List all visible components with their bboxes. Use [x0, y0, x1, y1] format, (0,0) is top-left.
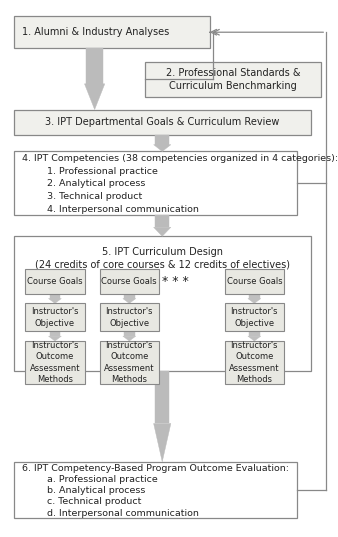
Polygon shape: [249, 294, 260, 299]
Polygon shape: [49, 299, 61, 303]
Text: 3. Technical product: 3. Technical product: [47, 192, 143, 201]
Polygon shape: [153, 144, 171, 151]
FancyBboxPatch shape: [100, 303, 159, 331]
Polygon shape: [123, 336, 136, 341]
Polygon shape: [49, 366, 61, 375]
Text: 1. Alumni & Industry Analyses: 1. Alumni & Industry Analyses: [22, 27, 169, 37]
Text: Instructor's
Objective: Instructor's Objective: [31, 307, 79, 328]
Polygon shape: [153, 227, 171, 236]
Polygon shape: [123, 366, 136, 375]
FancyBboxPatch shape: [14, 16, 210, 48]
Polygon shape: [155, 135, 169, 144]
Text: 4. Interpersonal communication: 4. Interpersonal communication: [47, 205, 199, 214]
Polygon shape: [49, 336, 61, 341]
Text: c. Technical product: c. Technical product: [47, 497, 142, 506]
Polygon shape: [124, 375, 135, 384]
Polygon shape: [153, 424, 171, 462]
FancyBboxPatch shape: [14, 462, 297, 518]
Text: * * *: * * *: [162, 274, 189, 288]
Text: b. Analytical process: b. Analytical process: [47, 486, 146, 495]
Polygon shape: [248, 299, 261, 303]
FancyBboxPatch shape: [14, 110, 311, 135]
FancyBboxPatch shape: [225, 268, 284, 294]
Polygon shape: [124, 294, 135, 299]
Text: Course Goals: Course Goals: [27, 277, 83, 286]
FancyBboxPatch shape: [14, 151, 297, 215]
Polygon shape: [248, 366, 261, 375]
FancyBboxPatch shape: [225, 341, 284, 384]
Text: 2. Analytical process: 2. Analytical process: [47, 179, 146, 188]
FancyBboxPatch shape: [225, 303, 284, 331]
Text: Instructor's
Objective: Instructor's Objective: [105, 307, 153, 328]
Polygon shape: [50, 375, 60, 384]
Polygon shape: [50, 331, 60, 336]
Text: 1. Professional practice: 1. Professional practice: [47, 166, 158, 176]
Polygon shape: [155, 371, 169, 424]
Text: 6. IPT Competency-Based Program Outcome Evaluation:: 6. IPT Competency-Based Program Outcome …: [22, 463, 289, 473]
Text: Instructor's
Outcome
Assessment
Methods: Instructor's Outcome Assessment Methods: [229, 341, 280, 384]
Text: Instructor's
Outcome
Assessment
Methods: Instructor's Outcome Assessment Methods: [30, 341, 80, 384]
Text: Instructor's
Objective: Instructor's Objective: [231, 307, 278, 328]
Polygon shape: [86, 48, 103, 84]
FancyBboxPatch shape: [25, 268, 84, 294]
FancyBboxPatch shape: [25, 303, 84, 331]
Polygon shape: [249, 375, 260, 384]
Polygon shape: [123, 299, 136, 303]
Text: 4. IPT Competencies (38 competencies organized in 4 categories):: 4. IPT Competencies (38 competencies org…: [22, 154, 338, 163]
Text: Instructor's
Outcome
Assessment
Methods: Instructor's Outcome Assessment Methods: [104, 341, 154, 384]
Polygon shape: [50, 294, 60, 299]
FancyBboxPatch shape: [145, 62, 321, 97]
Text: Course Goals: Course Goals: [101, 277, 157, 286]
Polygon shape: [124, 331, 135, 336]
Text: 2. Professional Standards &
Curriculum Benchmarking: 2. Professional Standards & Curriculum B…: [166, 68, 300, 91]
Text: a. Professional practice: a. Professional practice: [47, 475, 158, 484]
Polygon shape: [248, 336, 261, 341]
FancyBboxPatch shape: [25, 341, 84, 384]
Polygon shape: [84, 84, 105, 110]
FancyBboxPatch shape: [14, 236, 311, 371]
FancyBboxPatch shape: [100, 268, 159, 294]
Polygon shape: [155, 215, 169, 227]
Text: 3. IPT Departmental Goals & Curriculum Review: 3. IPT Departmental Goals & Curriculum R…: [45, 118, 280, 127]
Text: Course Goals: Course Goals: [226, 277, 282, 286]
Text: d. Interpersonal communication: d. Interpersonal communication: [47, 509, 199, 518]
Polygon shape: [249, 331, 260, 336]
FancyBboxPatch shape: [100, 341, 159, 384]
Text: 5. IPT Curriculum Design
(24 credits of core courses & 12 credits of electives): 5. IPT Curriculum Design (24 credits of …: [35, 247, 290, 270]
